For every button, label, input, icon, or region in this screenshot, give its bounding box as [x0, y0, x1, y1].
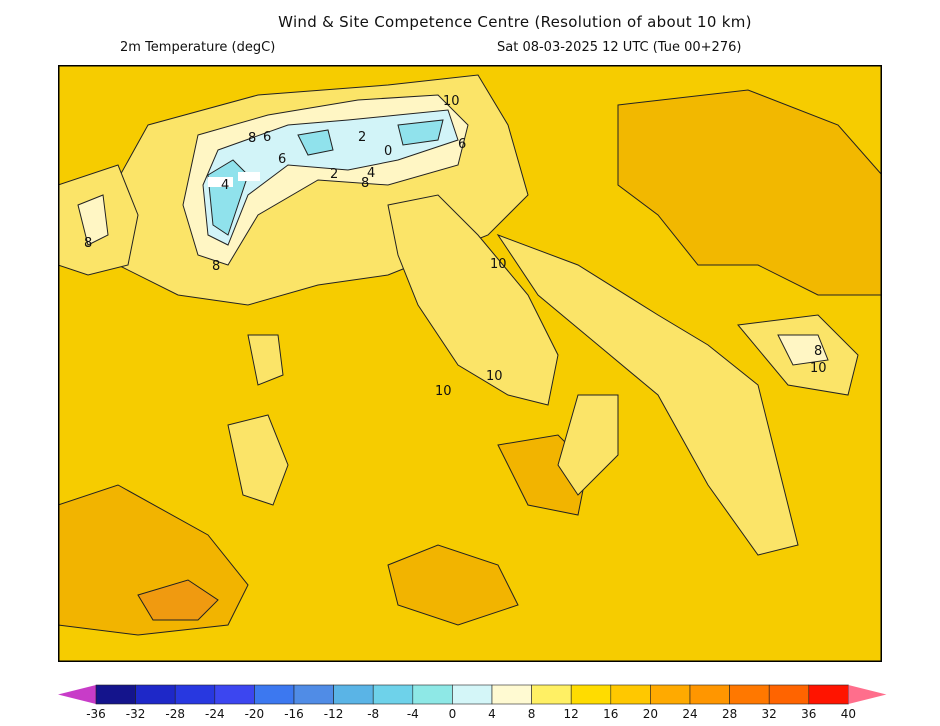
cool-area-corsica — [247, 334, 284, 386]
contour-label: 6 — [263, 130, 271, 145]
colorbar-tick-label: -28 — [165, 707, 185, 721]
colorbar-swatch — [135, 684, 176, 705]
data-gap — [238, 172, 260, 181]
colorbar-tick-label: 16 — [603, 707, 619, 721]
contour-label: 10 — [486, 369, 503, 384]
colorbar-swatch — [372, 684, 414, 705]
colorbar-swatch — [768, 684, 810, 705]
cold-area-cevennes — [77, 194, 109, 246]
hot-area-africa — [137, 579, 219, 621]
colorbar-tick-label: 0 — [448, 707, 457, 721]
colorbar-under-arrow — [58, 685, 96, 704]
cool-area-sardinia — [227, 414, 289, 506]
warm-area-sicily — [387, 544, 519, 626]
contour-label: 8 — [361, 176, 369, 191]
colorbar-swatch — [95, 684, 136, 705]
subzero-area-eastern-alps — [397, 119, 444, 146]
colorbar-swatch — [293, 684, 334, 705]
subzero-area-central-alps — [297, 129, 334, 156]
map-frame — [58, 65, 882, 662]
contour-labels: 8 6 6 2 0 6 2 4 8 4 8 8 10 10 10 10 8 10 — [84, 94, 827, 399]
colorbar-swatch — [808, 684, 849, 705]
valid-time-label: Sat 08-03-2025 12 UTC (Tue 00+276) — [497, 40, 742, 55]
contour-label: 4 — [221, 178, 229, 193]
colorbar-swatch — [333, 684, 374, 705]
colorbar-swatch — [452, 684, 493, 705]
cool-area-apennines — [387, 194, 559, 406]
colorbar-tick-label: 20 — [642, 707, 659, 721]
contour-label: 4 — [367, 166, 375, 181]
chart-title: Wind & Site Competence Centre (Resolutio… — [278, 13, 752, 31]
colorbar-swatch — [214, 684, 255, 705]
colorbar-tick-label: 24 — [682, 707, 698, 721]
warm-area-balkans — [617, 89, 882, 296]
contour-label: 10 — [810, 361, 827, 376]
colorbar-swatch — [412, 684, 453, 705]
contour-label: 10 — [490, 257, 507, 272]
colorbar-tick-label: 32 — [761, 707, 777, 721]
cool-area-dinarides — [496, 233, 799, 556]
colorbar-tick-label: 40 — [840, 707, 857, 721]
cold-area-rila — [777, 334, 829, 366]
freezing-area-alps — [202, 109, 459, 246]
colorbar-tick-label: -24 — [204, 707, 225, 721]
contour-label: 10 — [443, 94, 460, 109]
colorbar-swatch — [570, 684, 612, 705]
contour-label: 10 — [435, 384, 452, 399]
cool-area-adriatic — [557, 394, 619, 496]
colorbar-tick-label: 28 — [721, 707, 738, 721]
contour-label: 6 — [458, 137, 466, 152]
temperature-map: 8 6 6 2 0 6 2 4 8 4 8 8 10 10 10 10 8 10 — [58, 65, 882, 662]
colorbar-tick-label: 8 — [527, 707, 536, 721]
colorbar-swatch — [531, 684, 572, 705]
colorbar-tick-label: -12 — [323, 707, 344, 721]
data-gap — [208, 177, 233, 187]
contour-label: 8 — [84, 236, 92, 251]
colorbar-tick-label: 4 — [488, 707, 496, 721]
colorbar-tick-label: 36 — [801, 707, 817, 721]
variable-label: 2m Temperature (degC) — [120, 40, 276, 55]
colorbar-over-arrow — [848, 685, 887, 704]
colorbar-tick-label: -8 — [367, 707, 380, 721]
colorbar-tick-label: -32 — [125, 707, 146, 721]
colorbar-tick-label: 12 — [563, 707, 579, 721]
colorbar-swatch — [254, 684, 295, 705]
contour-label: 8 — [814, 344, 822, 359]
contour-label: 6 — [278, 152, 286, 167]
colorbar — [58, 684, 887, 705]
contour-label: 8 — [248, 131, 256, 146]
colorbar-tick-label: -36 — [86, 707, 106, 721]
colorbar-tick-label: -20 — [244, 707, 265, 721]
temperature-fields — [58, 74, 882, 636]
contour-label: 2 — [358, 130, 366, 145]
contour-label: 2 — [330, 167, 338, 182]
contour-label: 0 — [384, 144, 392, 159]
colorbar-swatch — [650, 684, 691, 705]
colorbar-swatch — [491, 684, 532, 705]
colorbar-tick-label: -4 — [406, 707, 419, 721]
contour-label: 8 — [212, 259, 220, 274]
colorbar-swatch — [689, 684, 730, 705]
colorbar-tick-label: -16 — [284, 707, 304, 721]
colorbar-swatch — [729, 684, 770, 705]
colorbar-swatch — [174, 684, 216, 705]
colorbar-swatch — [610, 684, 651, 705]
